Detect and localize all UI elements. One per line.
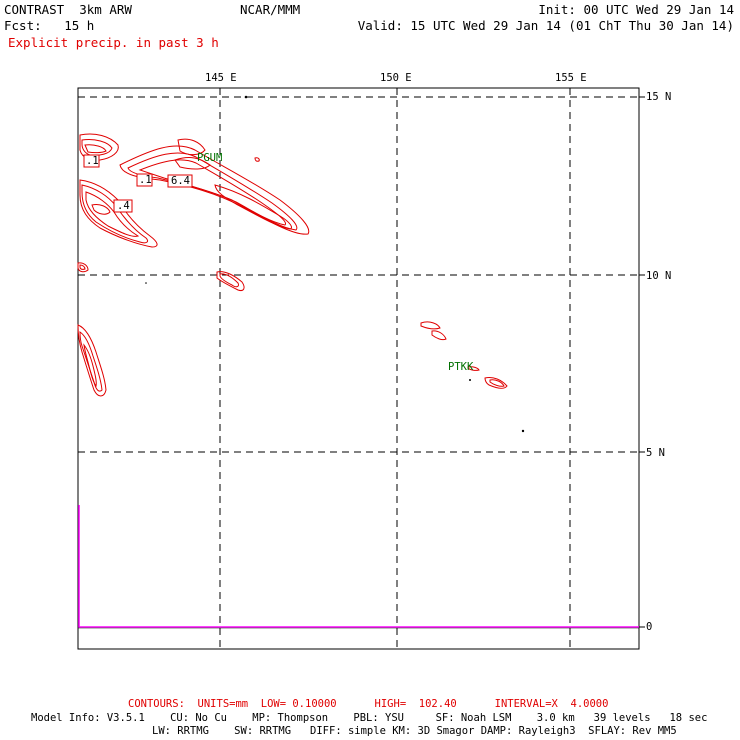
valid-time: Valid: 15 UTC Wed 29 Jan 14 (01 ChT Thu … (357, 18, 734, 33)
gridlines (78, 88, 639, 649)
contour-label-box-4 (113, 199, 133, 213)
model-info-line-1: Model Info: V3.5.1 CU: No Cu MP: Thompso… (31, 712, 708, 724)
lon-label-150: 150 E (380, 72, 412, 84)
contour-label-boxes (83, 154, 193, 213)
center-name: NCAR/MMM (240, 2, 301, 17)
contour-label-box-3 (167, 174, 193, 188)
contour-label-2: .1 (139, 174, 152, 186)
precip-contours (77, 133, 508, 397)
lon-label-145: 145 E (205, 72, 237, 84)
init-time: Init: 00 UTC Wed 29 Jan 14 (538, 2, 734, 17)
field-title: Explicit precip. in past 3 h (8, 35, 219, 50)
contour-label-box-1 (83, 154, 100, 168)
contour-label-1: .1 (86, 155, 99, 167)
magenta-trace (78, 505, 639, 628)
model-info-line-2: LW: RRTMG SW: RRTMG DIFF: simple KM: 3D … (152, 725, 677, 737)
lon-label-155: 155 E (555, 72, 587, 84)
contour-label-3: 6.4 (171, 175, 190, 187)
model-title: CONTRAST 3km ARW (4, 2, 132, 17)
contour-label-box-2 (136, 173, 153, 187)
contours-info: CONTOURS: UNITS=mm LOW= 0.10000 HIGH= 10… (128, 698, 609, 710)
station-label-ptkk: PTKK (448, 361, 474, 373)
land-dots (145, 95, 525, 433)
station-label-pgum: PGUM (197, 152, 223, 164)
lat-label-15n: 15 N (646, 91, 672, 103)
map-frame (77, 87, 640, 650)
lat-label-10n: 10 N (646, 270, 672, 282)
forecast-hour: Fcst: 15 h (4, 18, 95, 33)
lat-ticks (639, 96, 645, 628)
contour-label-4: .4 (117, 200, 130, 212)
lat-label-5n: 5 N (646, 447, 665, 459)
lat-label-0: 0 (646, 621, 653, 633)
